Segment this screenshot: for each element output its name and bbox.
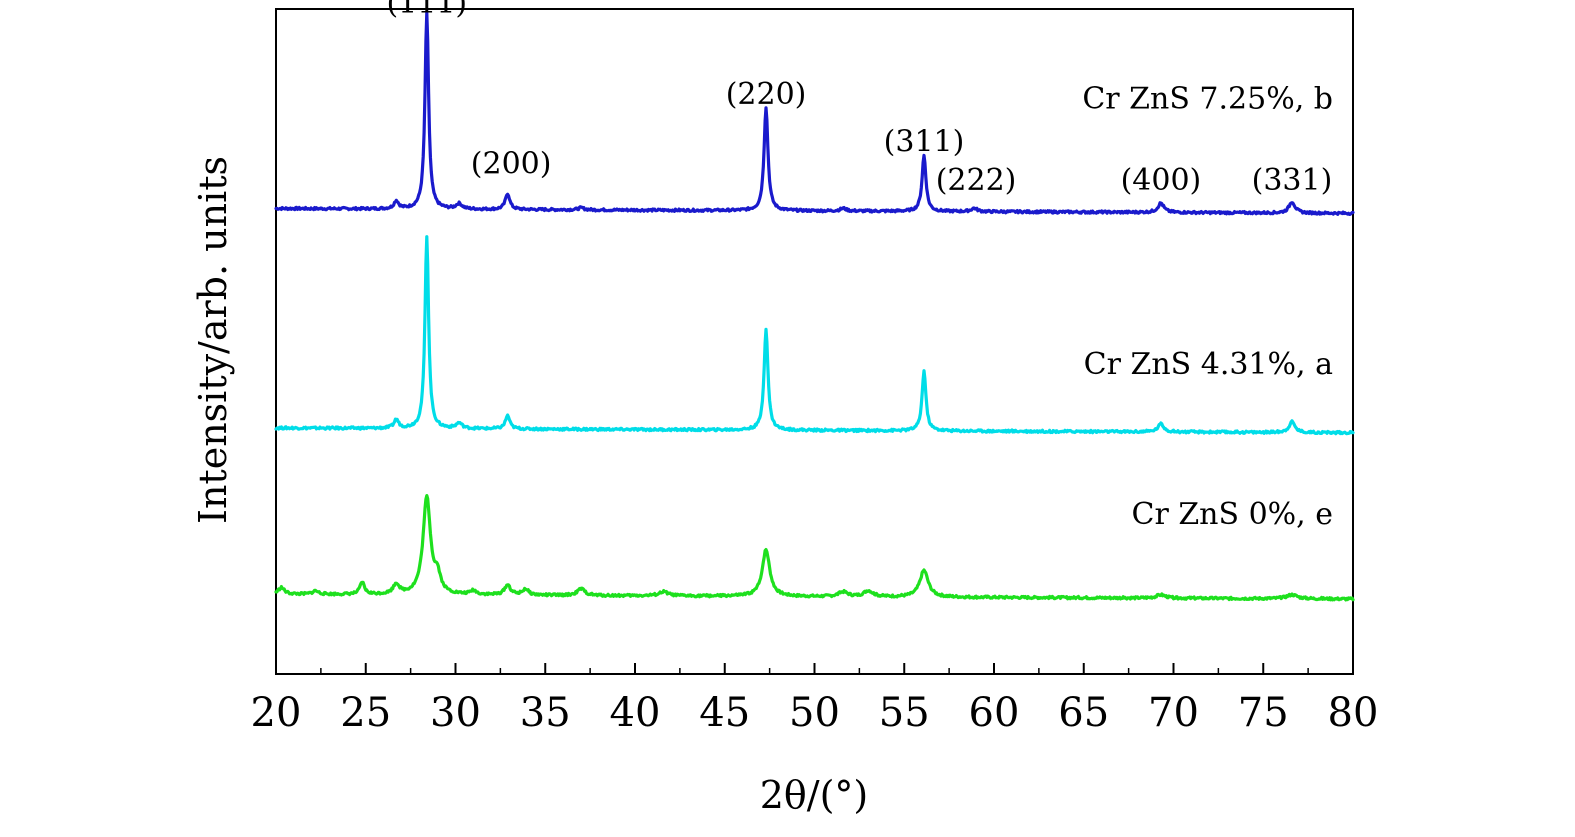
series-label-0: Cr ZnS 7.25%, b: [1082, 82, 1333, 117]
x-tick-label: 70: [1148, 690, 1199, 736]
x-axis-label: 2θ/(°): [760, 773, 869, 817]
series-line-2: [274, 494, 1355, 602]
series-group: Cr ZnS 7.25%, b Cr ZnS 4.31%, a Cr ZnS 0%,…: [274, 11, 1355, 602]
x-tick-label: 50: [789, 690, 840, 736]
peak-label: (311): [884, 124, 965, 159]
y-axis-label: Intensity/arb. units: [191, 156, 235, 524]
x-tick-label: 20: [251, 690, 302, 736]
peak-label: (200): [471, 146, 552, 181]
series-line-0: [274, 11, 1355, 216]
x-tick-label: 55: [879, 690, 930, 736]
peak-label: (222): [936, 163, 1017, 198]
x-tick-label: 40: [610, 690, 661, 736]
x-tick-label: 25: [340, 690, 391, 736]
x-tick-label: 65: [1058, 690, 1109, 736]
peak-label: (400): [1121, 163, 1202, 198]
series-label-1: Cr ZnS 4.31%, a: [1084, 347, 1333, 382]
x-tick-label: 75: [1238, 690, 1289, 736]
x-tick-label: 60: [969, 690, 1020, 736]
peak-label: (111): [386, 0, 467, 21]
series-line-1: [274, 235, 1355, 436]
peak-label: (331): [1252, 163, 1333, 198]
x-tick-label: 80: [1328, 690, 1379, 736]
peak-labels: (111) (200) (220) (311) (222) (400) (331): [386, 0, 1332, 198]
x-axis-ticks: 20 25 30 35 40 45 50 55 60 65 70 75 80: [251, 663, 1379, 736]
x-tick-label: 45: [699, 690, 750, 736]
peak-label: (220): [726, 77, 807, 112]
x-tick-label: 30: [430, 690, 481, 736]
series-label-2: Cr ZnS 0%, e: [1131, 497, 1333, 532]
x-tick-label: 35: [520, 690, 571, 736]
